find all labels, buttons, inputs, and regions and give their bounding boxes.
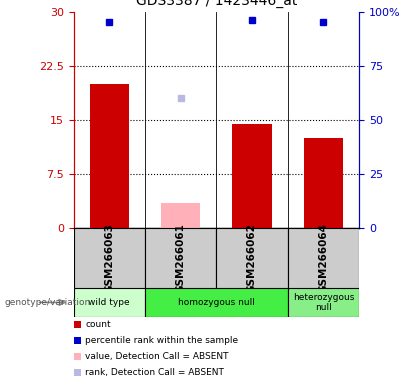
Text: percentile rank within the sample: percentile rank within the sample	[85, 336, 239, 345]
Bar	[145, 288, 288, 317]
Text: rank, Detection Call = ABSENT: rank, Detection Call = ABSENT	[85, 368, 224, 377]
Text: count: count	[85, 320, 111, 329]
Bar	[161, 203, 200, 228]
Bar	[288, 288, 359, 317]
Text: genotype/variation: genotype/variation	[4, 298, 90, 307]
Text: GSM266061: GSM266061	[176, 223, 186, 293]
Text: heterozygous
null: heterozygous null	[293, 293, 354, 312]
Title: GDS3387 / 1423446_at: GDS3387 / 1423446_at	[136, 0, 297, 8]
Text: homozygous null: homozygous null	[178, 298, 255, 307]
Text: value, Detection Call = ABSENT: value, Detection Call = ABSENT	[85, 352, 229, 361]
Bar	[89, 84, 129, 228]
Bar	[74, 228, 145, 288]
Bar	[232, 124, 272, 228]
Bar	[304, 138, 343, 228]
Text: wild type: wild type	[88, 298, 130, 307]
Text: GSM266064: GSM266064	[318, 223, 328, 293]
Bar	[216, 228, 288, 288]
Bar	[145, 228, 216, 288]
Bar	[74, 288, 145, 317]
Bar	[288, 228, 359, 288]
Text: GSM266062: GSM266062	[247, 223, 257, 293]
Text: GSM266063: GSM266063	[104, 223, 114, 293]
